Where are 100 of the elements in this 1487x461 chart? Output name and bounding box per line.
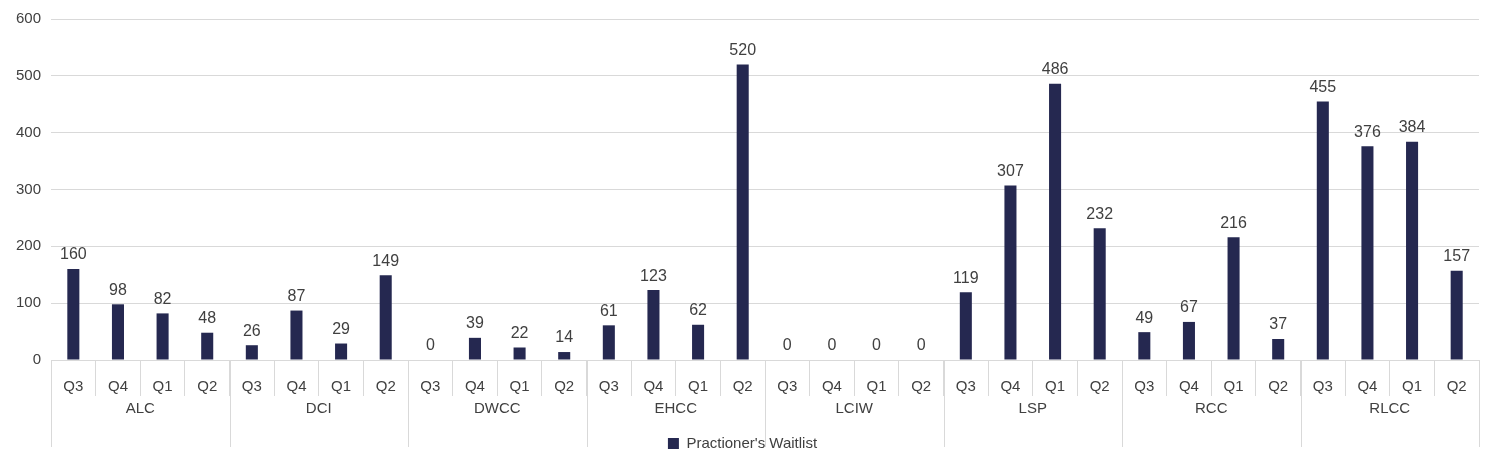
x-tick-label: Q3	[1312, 377, 1333, 395]
text: RLCC	[1369, 399, 1411, 417]
bar	[692, 324, 705, 360]
bar	[1361, 146, 1374, 360]
bar	[1406, 141, 1419, 360]
x-tick-label: Q4	[643, 377, 664, 395]
x-tick-label: Q3	[63, 377, 84, 395]
bar	[1182, 321, 1195, 360]
bar	[1316, 101, 1329, 360]
data-label: 486	[1041, 60, 1069, 78]
data-label: 0	[872, 336, 882, 354]
data-label: 0	[782, 336, 792, 354]
text: DCI	[305, 399, 332, 417]
data-label: 376	[1354, 122, 1381, 140]
data-label: 82	[153, 289, 172, 307]
x-tick-label: Q3	[955, 377, 976, 395]
data-label: 48	[198, 309, 217, 327]
x-tick-label: Q4	[1357, 377, 1378, 395]
bar	[1004, 185, 1017, 360]
bar	[290, 310, 303, 360]
data-label: 157	[1443, 247, 1471, 265]
data-label: 62	[689, 301, 708, 319]
data-label: 98	[109, 280, 127, 298]
data-label: 455	[1309, 77, 1337, 95]
data-label: 123	[640, 266, 667, 284]
bar	[736, 64, 749, 360]
text: RCC	[1195, 399, 1228, 417]
y-tick-label: 300	[16, 179, 42, 197]
data-label: 37	[1269, 315, 1288, 333]
bar	[1227, 237, 1240, 360]
text: DWCC	[473, 399, 521, 417]
data-label: 216	[1220, 213, 1248, 231]
x-tick-label: Q3	[777, 377, 798, 395]
bar	[67, 269, 80, 360]
bar	[1450, 270, 1463, 360]
x-tick-label: Q4	[286, 377, 307, 395]
data-label: 14	[555, 328, 574, 346]
bar	[201, 332, 214, 360]
x-tick-label: Q2	[375, 377, 396, 395]
bar	[558, 352, 571, 360]
x-tick-label: Q3	[420, 377, 441, 395]
x-tick-label: Q1	[866, 377, 887, 395]
bar	[111, 304, 124, 360]
text: ALC	[125, 399, 156, 417]
data-label: 307	[997, 161, 1024, 179]
data-label: 0	[425, 336, 435, 354]
x-tick-label: Q2	[1268, 377, 1289, 395]
text: LSP	[1018, 399, 1047, 417]
x-tick-label: Q4	[821, 377, 842, 395]
data-label: 160	[59, 245, 87, 263]
y-tick-label: 200	[16, 236, 42, 254]
bar	[513, 347, 526, 360]
data-label: 26	[242, 321, 261, 339]
x-tick-label: Q2	[1446, 377, 1467, 395]
data-label: 149	[372, 251, 400, 269]
bar	[647, 290, 660, 360]
bar	[245, 345, 258, 360]
data-label: 0	[916, 336, 926, 354]
bar	[379, 275, 392, 360]
x-tick-label: Q1	[331, 377, 352, 395]
x-tick-label: Q4	[107, 377, 128, 395]
x-tick-label: Q2	[197, 377, 218, 395]
data-label: 61	[599, 301, 618, 319]
bar	[1272, 338, 1285, 360]
y-tick-label: 600	[16, 9, 42, 27]
data-label: 0	[827, 336, 837, 354]
x-tick-label: Q4	[1178, 377, 1199, 395]
data-label: 29	[332, 319, 351, 337]
y-tick-label: 500	[16, 65, 42, 83]
bar	[1049, 83, 1062, 360]
bar	[602, 325, 615, 360]
data-label: 384	[1398, 118, 1426, 136]
data-label: 22	[510, 323, 529, 341]
x-tick-label: Q1	[1223, 377, 1244, 395]
x-tick-label: Q1	[1402, 377, 1423, 395]
y-tick-label: 400	[16, 122, 42, 140]
data-label: 67	[1180, 298, 1198, 316]
bar	[468, 337, 481, 360]
x-tick-label: Q3	[598, 377, 619, 395]
data-label: 49	[1135, 308, 1154, 326]
bar	[156, 313, 169, 360]
legend-label: Practioner's Waitlist	[686, 433, 818, 451]
bar	[959, 292, 972, 360]
x-tick-label: Q2	[732, 377, 753, 395]
x-tick-label: Q1	[152, 377, 173, 395]
x-tick-label: Q1	[509, 377, 530, 395]
y-tick-label: 100	[16, 293, 42, 311]
y-tick-label: 0	[32, 350, 42, 368]
text: EHCC	[654, 399, 698, 417]
bar	[1138, 332, 1151, 360]
text: LCIW	[835, 399, 874, 417]
x-tick-label: Q3	[1134, 377, 1155, 395]
x-tick-label: Q2	[911, 377, 932, 395]
x-tick-label: Q4	[1000, 377, 1021, 395]
bar	[335, 343, 348, 360]
x-tick-label: Q2	[554, 377, 575, 395]
data-label: 520	[729, 40, 757, 58]
data-label: 39	[466, 314, 484, 332]
x-tick-label: Q1	[688, 377, 709, 395]
data-label: 232	[1086, 204, 1114, 222]
